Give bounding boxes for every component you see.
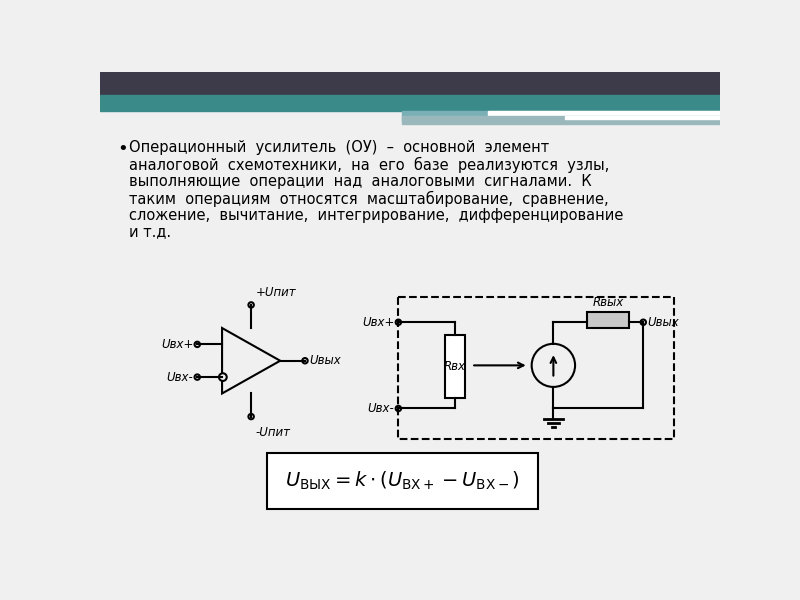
Text: таким  операциям  относятся  масштабирование,  сравнение,: таким операциям относятся масштабировани… [130, 191, 609, 207]
Bar [487, 110, 720, 116]
Text: Uвх-: Uвх- [166, 371, 194, 383]
Text: -Uпит: -Uпит [256, 426, 290, 439]
Text: Uвх-: Uвх- [368, 402, 394, 415]
Bar [445, 335, 465, 398]
Bar [402, 110, 720, 121]
Text: выполняющие  операции  над  аналоговыми  сигналами.  К: выполняющие операции над аналоговыми сиг… [130, 173, 592, 188]
Bar [100, 95, 720, 110]
Text: Uвых: Uвых [647, 316, 679, 329]
Text: Uвых: Uвых [309, 354, 341, 367]
Text: •: • [117, 140, 128, 158]
Text: $U_{\mathrm{ВЫХ}} = k \cdot (U_{\mathrm{ВХ+}} - U_{\mathrm{ВХ-}})$: $U_{\mathrm{ВЫХ}} = k \cdot (U_{\mathrm{… [285, 470, 520, 492]
Bar [100, 72, 720, 95]
Text: Uвх+: Uвх+ [161, 338, 194, 351]
Text: +Uпит: +Uпит [256, 286, 296, 299]
Bar [565, 116, 720, 119]
Circle shape [219, 373, 226, 381]
Bar [266, 453, 538, 509]
Text: сложение,  вычитание,  интегрирование,  дифференцирование: сложение, вычитание, интегрирование, диф… [130, 208, 624, 223]
Bar [398, 297, 674, 439]
Bar [586, 312, 630, 328]
Text: Rвых: Rвых [592, 296, 624, 309]
Bar [402, 116, 720, 124]
Text: Rвх: Rвх [444, 361, 466, 373]
Text: аналоговой  схемотехники,  на  его  базе  реализуются  узлы,: аналоговой схемотехники, на его базе реа… [130, 157, 610, 173]
Text: и т.д.: и т.д. [130, 224, 171, 239]
Text: Uвх+: Uвх+ [362, 316, 394, 329]
Text: Операционный  усилитель  (ОУ)  –  основной  элемент: Операционный усилитель (ОУ) – основной э… [130, 140, 550, 155]
